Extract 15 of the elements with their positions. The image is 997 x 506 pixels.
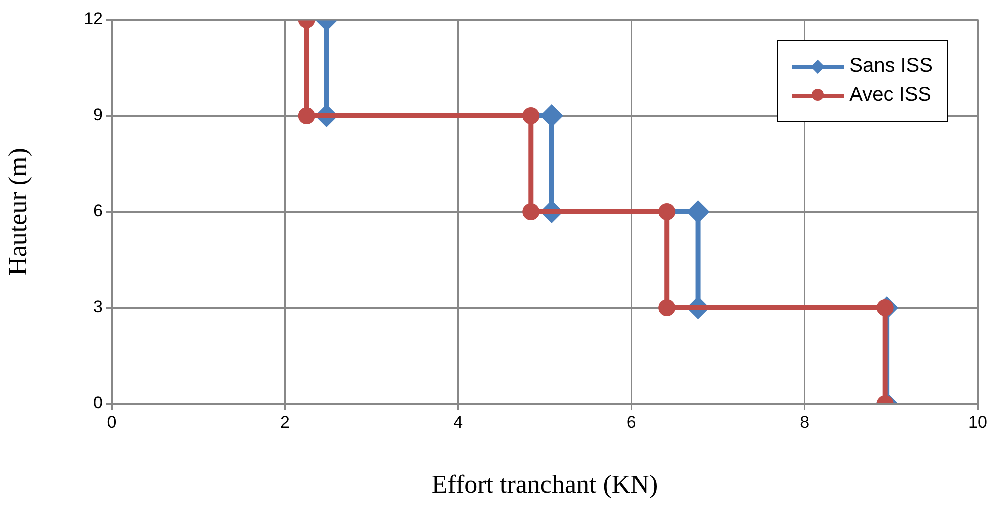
y-tick-label: 0 (94, 394, 103, 413)
y-tick-label: 9 (94, 106, 103, 125)
x-tick-label: 8 (800, 412, 810, 432)
x-axis-title: Effort tranchant (KN) (432, 470, 658, 500)
y-tick-label: 3 (94, 298, 103, 317)
y-axis-title: Hauteur (m) (3, 148, 32, 276)
x-tick-label: 10 (968, 412, 988, 432)
legend-label: Avec ISS (850, 84, 932, 107)
x-tick-label: 0 (107, 412, 117, 432)
legend-label: Sans ISS (850, 55, 933, 78)
x-tick-label: 2 (280, 412, 290, 432)
y-tick-label: 12 (84, 10, 103, 29)
y-tick-label: 6 (94, 202, 103, 221)
x-tick-label: 6 (626, 412, 636, 432)
x-tick-label: 4 (454, 412, 464, 432)
